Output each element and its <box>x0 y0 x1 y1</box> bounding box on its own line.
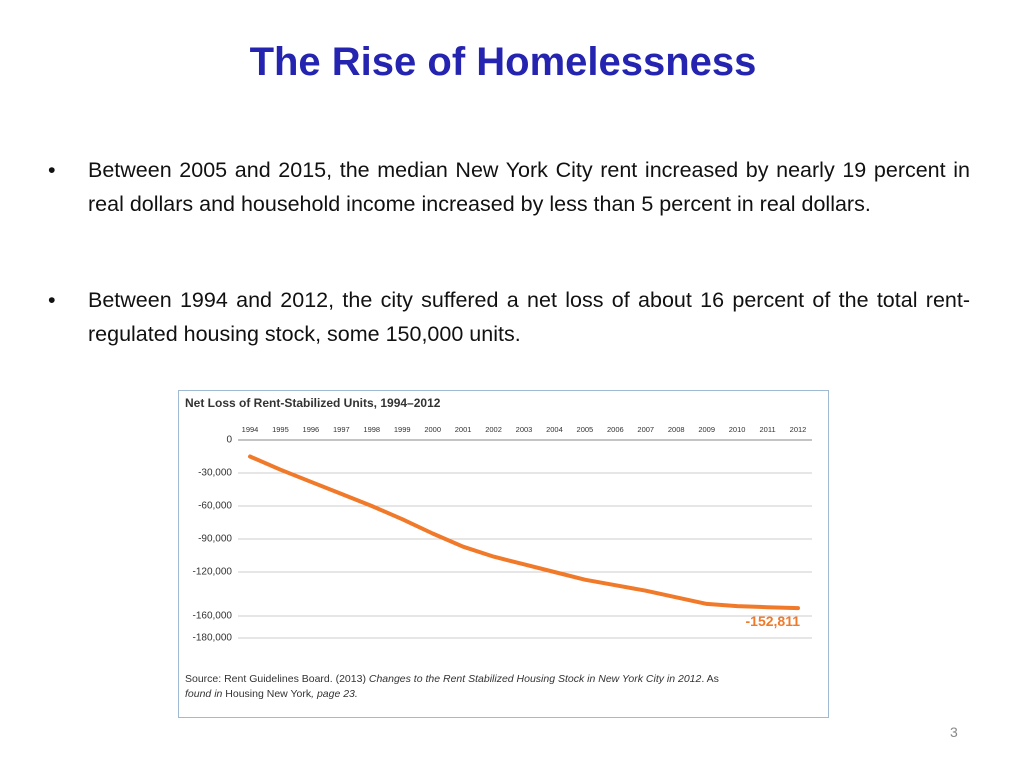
source-part: Housing New York <box>225 688 312 700</box>
y-tick-label: -180,000 <box>193 633 233 644</box>
source-part: Changes to the Rent Stabilized Housing S… <box>369 673 702 685</box>
y-tick-label: -60,000 <box>198 501 232 512</box>
source-part: , page 23. <box>311 688 358 700</box>
x-tick-label: 2007 <box>637 425 654 434</box>
x-tick-label: 1997 <box>333 425 350 434</box>
x-tick-label: 1995 <box>272 425 289 434</box>
chart-title: Net Loss of Rent-Stabilized Units, 1994–… <box>185 396 441 410</box>
x-tick-label: 1996 <box>303 425 320 434</box>
x-tick-label: 2009 <box>698 425 715 434</box>
bullet: Between 1994 and 2012, the city suffered… <box>48 283 970 351</box>
x-tick-label: 2003 <box>516 425 533 434</box>
data-label: -152,811 <box>746 613 801 629</box>
x-tick-label: 2001 <box>455 425 472 434</box>
chart: Net Loss of Rent-Stabilized Units, 1994–… <box>178 390 829 718</box>
source-note: Source: Rent Guidelines Board. (2013) Ch… <box>185 673 719 700</box>
source-part: found in <box>185 688 225 700</box>
x-tick-label: 2008 <box>668 425 685 434</box>
source-part: Source: Rent Guidelines Board. (2013) <box>185 673 369 685</box>
x-tick-label: 1998 <box>363 425 380 434</box>
source-part: . As <box>701 673 719 685</box>
x-tick-label: 2006 <box>607 425 624 434</box>
x-tick-label: 1994 <box>242 425 259 434</box>
bullet: Between 2005 and 2015, the median New Yo… <box>48 153 970 221</box>
x-tick-label: 2011 <box>759 425 775 434</box>
page-number: 3 <box>950 724 958 740</box>
x-tick-label: 2002 <box>485 425 502 434</box>
data-line <box>248 454 800 611</box>
slide-title: The Rise of Homelessness <box>249 40 757 84</box>
y-tick-label: -90,000 <box>198 534 232 545</box>
x-tick-label: 1999 <box>394 425 411 434</box>
y-tick-label: 0 <box>226 435 232 446</box>
x-tick-label: 2012 <box>790 425 807 434</box>
y-tick-label: -160,000 <box>193 611 233 622</box>
y-tick-label: -30,000 <box>198 468 232 479</box>
x-tick-label: 2004 <box>546 425 563 434</box>
y-tick-label: -120,000 <box>193 567 233 578</box>
x-tick-label: 2000 <box>424 425 441 434</box>
chart-frame <box>178 390 829 718</box>
x-tick-label: 2005 <box>577 425 594 434</box>
x-tick-label: 2010 <box>729 425 746 434</box>
